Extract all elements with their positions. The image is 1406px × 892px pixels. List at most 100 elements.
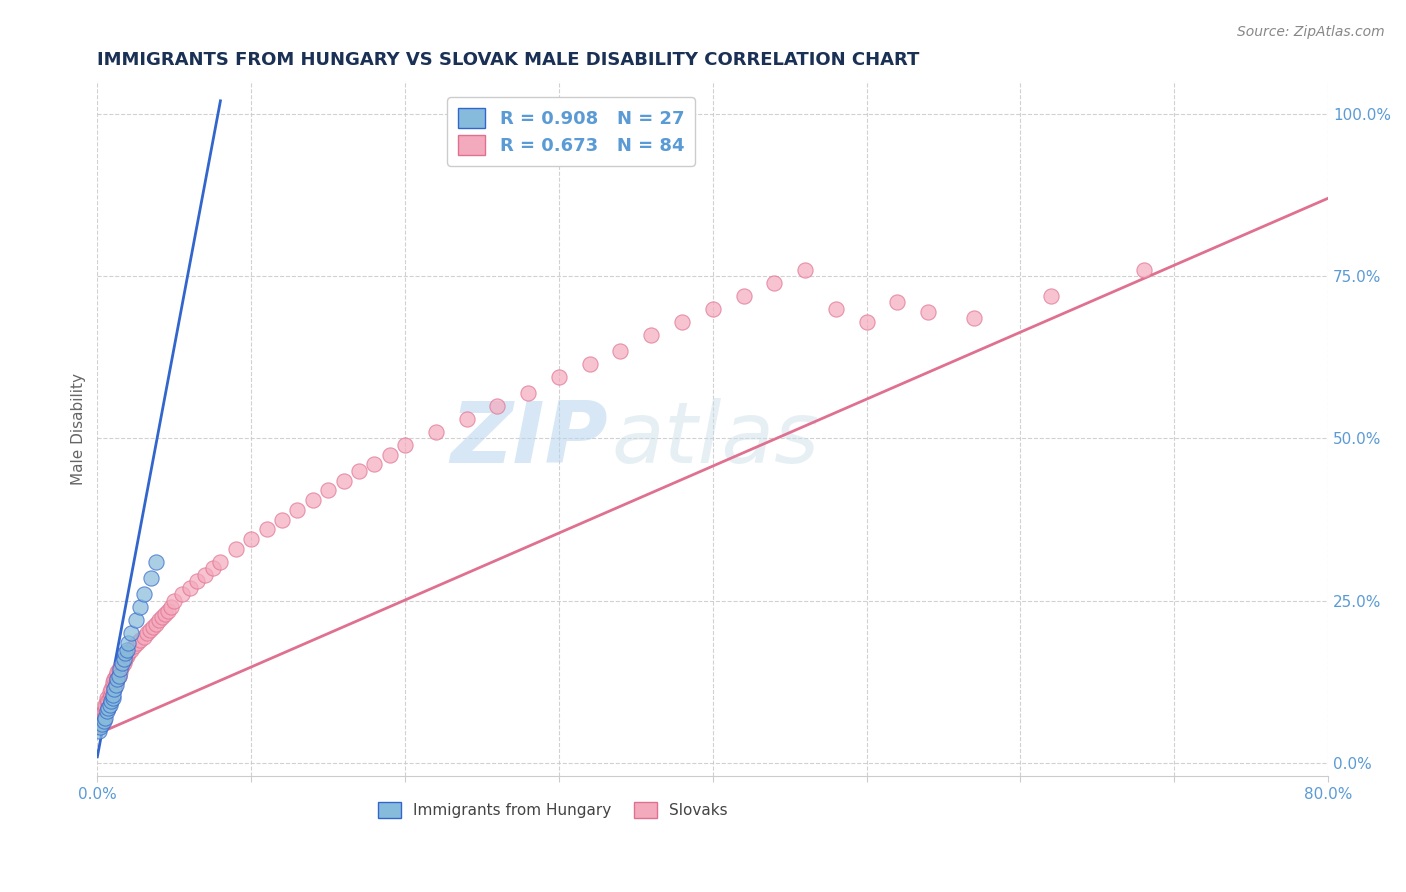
Point bbox=[201, 561, 224, 575]
Point bbox=[963, 311, 986, 326]
Point bbox=[97, 701, 120, 715]
Point bbox=[111, 656, 134, 670]
Point bbox=[160, 600, 183, 615]
Point bbox=[115, 648, 138, 663]
Point bbox=[132, 587, 155, 601]
Point bbox=[97, 701, 120, 715]
Point bbox=[105, 672, 128, 686]
Point bbox=[87, 723, 110, 738]
Point bbox=[104, 668, 127, 682]
Point bbox=[103, 681, 125, 696]
Point bbox=[285, 503, 308, 517]
Point bbox=[96, 704, 118, 718]
Point bbox=[578, 357, 600, 371]
Point bbox=[548, 369, 571, 384]
Text: IMMIGRANTS FROM HUNGARY VS SLOVAK MALE DISABILITY CORRELATION CHART: IMMIGRANTS FROM HUNGARY VS SLOVAK MALE D… bbox=[97, 51, 920, 69]
Point bbox=[917, 305, 939, 319]
Point bbox=[100, 694, 122, 708]
Point bbox=[702, 301, 724, 316]
Point bbox=[97, 694, 120, 708]
Point bbox=[117, 636, 139, 650]
Point bbox=[135, 626, 157, 640]
Point bbox=[110, 662, 132, 676]
Point bbox=[170, 587, 193, 601]
Point bbox=[316, 483, 339, 498]
Legend: Immigrants from Hungary, Slovaks: Immigrants from Hungary, Slovaks bbox=[371, 796, 734, 824]
Point bbox=[115, 642, 138, 657]
Point bbox=[104, 675, 127, 690]
Point bbox=[824, 301, 846, 316]
Point bbox=[117, 646, 139, 660]
Point bbox=[129, 600, 152, 615]
Point bbox=[114, 652, 136, 666]
Point bbox=[98, 698, 121, 712]
Point bbox=[153, 607, 176, 621]
Point bbox=[855, 315, 877, 329]
Point bbox=[108, 662, 131, 676]
Point bbox=[225, 541, 247, 556]
Point bbox=[132, 630, 155, 644]
Point bbox=[145, 555, 167, 569]
Point bbox=[240, 532, 263, 546]
Point bbox=[94, 711, 117, 725]
Point bbox=[394, 438, 416, 452]
Point bbox=[120, 626, 142, 640]
Point bbox=[209, 555, 232, 569]
Point bbox=[671, 315, 693, 329]
Point bbox=[145, 616, 167, 631]
Point bbox=[425, 425, 447, 439]
Point bbox=[111, 658, 134, 673]
Point bbox=[93, 714, 115, 728]
Point bbox=[101, 691, 124, 706]
Point bbox=[89, 721, 111, 735]
Point bbox=[101, 678, 124, 692]
Point bbox=[150, 610, 173, 624]
Point bbox=[138, 623, 160, 637]
Point bbox=[125, 613, 148, 627]
Point bbox=[91, 717, 114, 731]
Point bbox=[108, 668, 131, 682]
Point bbox=[101, 688, 124, 702]
Point bbox=[98, 691, 121, 706]
Point bbox=[1132, 262, 1154, 277]
Point bbox=[794, 262, 817, 277]
Text: atlas: atlas bbox=[612, 398, 820, 481]
Point bbox=[94, 701, 117, 715]
Point bbox=[179, 581, 201, 595]
Point bbox=[91, 707, 114, 722]
Point bbox=[332, 474, 354, 488]
Point bbox=[486, 399, 509, 413]
Point bbox=[1040, 288, 1063, 302]
Point bbox=[105, 672, 128, 686]
Point bbox=[100, 681, 122, 696]
Point bbox=[163, 594, 186, 608]
Point bbox=[114, 646, 136, 660]
Point bbox=[157, 604, 180, 618]
Point bbox=[110, 665, 132, 680]
Point bbox=[640, 327, 662, 342]
Point bbox=[108, 668, 131, 682]
Y-axis label: Male Disability: Male Disability bbox=[72, 373, 86, 484]
Point bbox=[148, 613, 170, 627]
Point bbox=[94, 698, 117, 712]
Point bbox=[609, 343, 631, 358]
Point bbox=[886, 295, 908, 310]
Point bbox=[105, 665, 128, 680]
Point bbox=[112, 656, 135, 670]
Point bbox=[93, 704, 115, 718]
Point bbox=[186, 574, 208, 589]
Point bbox=[112, 652, 135, 666]
Point bbox=[129, 632, 152, 647]
Point bbox=[363, 458, 385, 472]
Point bbox=[103, 681, 125, 696]
Point bbox=[89, 717, 111, 731]
Point bbox=[763, 276, 786, 290]
Point bbox=[93, 711, 115, 725]
Point bbox=[91, 714, 114, 728]
Point bbox=[98, 685, 121, 699]
Point bbox=[517, 386, 540, 401]
Point bbox=[120, 642, 142, 657]
Point bbox=[301, 493, 323, 508]
Text: ZIP: ZIP bbox=[450, 398, 609, 481]
Point bbox=[100, 688, 122, 702]
